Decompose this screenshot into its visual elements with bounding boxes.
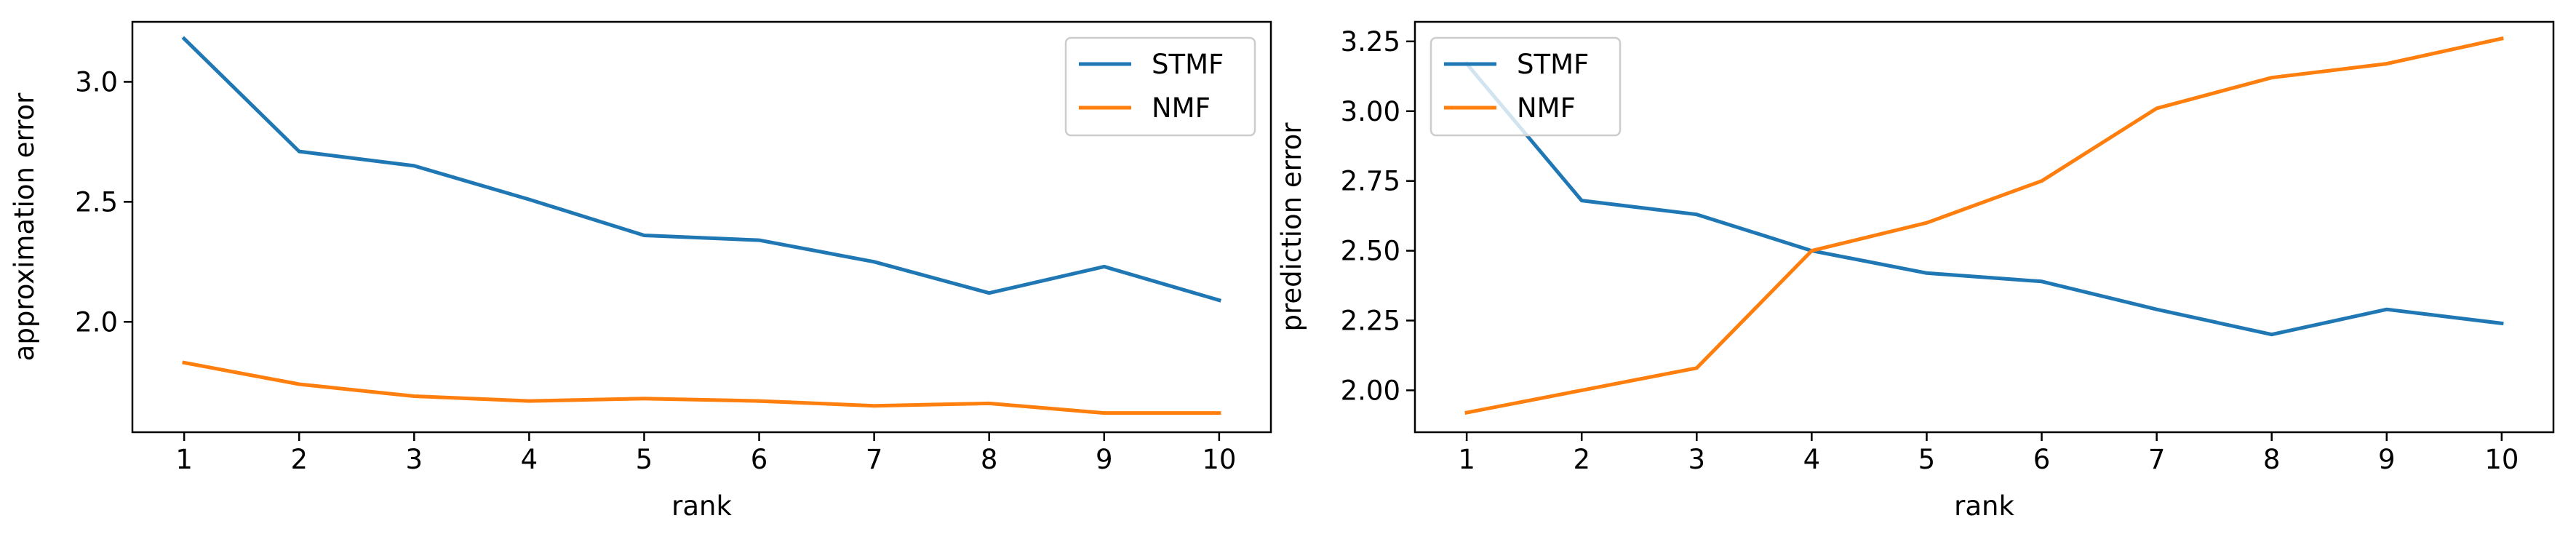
prediction-error-series-stmf-line bbox=[1464, 61, 2504, 337]
prediction-error-x-axis-label: rank bbox=[1954, 490, 2014, 522]
prediction-error-y-tick-label: 2.25 bbox=[1341, 306, 1400, 337]
prediction-error-series-group bbox=[1464, 36, 2504, 415]
prediction-error-axes-frame bbox=[1413, 20, 2555, 434]
prediction-error-y-tick-label: 2.00 bbox=[1341, 375, 1400, 406]
approximation-error-chart: 1 2 3 4 5 6 7 8 9 10 2.0 2.5 3.0 rank approximation er… bbox=[9, 20, 1272, 522]
approximation-error-x-tick-label: 6 bbox=[751, 444, 768, 475]
prediction-error-x-tick-label: 6 bbox=[2033, 444, 2051, 475]
prediction-error-x-tick-label: 4 bbox=[1803, 444, 1821, 475]
approximation-error-legend: STMF NMF bbox=[1064, 36, 1256, 137]
approximation-error-x-ticks: 1 2 3 4 5 6 7 8 9 10 bbox=[175, 432, 1236, 475]
approximation-error-y-ticks: 2.0 2.5 3.0 bbox=[75, 66, 132, 338]
prediction-error-legend-label-nmf: NMF bbox=[1517, 92, 1576, 124]
prediction-error-x-tick-label: 8 bbox=[2263, 444, 2281, 475]
prediction-error-y-tick-label: 3.00 bbox=[1341, 96, 1400, 127]
approximation-error-x-tick-label: 5 bbox=[636, 444, 653, 475]
approximation-error-axes-frame bbox=[131, 20, 1272, 434]
prediction-error-y-axis-label: prediction error bbox=[1276, 122, 1307, 332]
approximation-error-legend-label-stmf: STMF bbox=[1152, 49, 1224, 80]
approximation-error-y-tick-label: 2.0 bbox=[75, 306, 118, 338]
prediction-error-x-ticks: 1 2 3 4 5 6 7 8 9 10 bbox=[1458, 432, 2519, 475]
prediction-error-x-tick-label: 3 bbox=[1688, 444, 1706, 475]
prediction-error-legend-label-stmf: STMF bbox=[1517, 49, 1589, 80]
prediction-error-x-tick-label: 2 bbox=[1573, 444, 1590, 475]
prediction-error-y-tick-label: 2.75 bbox=[1341, 166, 1400, 197]
approximation-error-series-stmf-line bbox=[181, 36, 1222, 303]
prediction-error-y-tick-label: 3.25 bbox=[1341, 26, 1400, 57]
prediction-error-x-tick-label: 9 bbox=[2378, 444, 2396, 475]
approximation-error-x-axis-label: rank bbox=[671, 490, 732, 522]
approximation-error-x-tick-label: 2 bbox=[290, 444, 308, 475]
approximation-error-series-group bbox=[181, 36, 1222, 415]
prediction-error-series-nmf-line bbox=[1464, 36, 2504, 415]
prediction-error-x-tick-label: 10 bbox=[2484, 444, 2519, 475]
prediction-error-chart: 1 2 3 4 5 6 7 8 9 10 2.00 2.25 2.50 2.75 3.00 3.25 rank p… bbox=[1276, 20, 2555, 522]
approximation-error-x-tick-label: 4 bbox=[521, 444, 538, 475]
prediction-error-legend: STMF NMF bbox=[1429, 36, 1622, 137]
approximation-error-y-tick-label: 3.0 bbox=[75, 66, 118, 98]
approximation-error-series-nmf-line bbox=[182, 360, 1221, 415]
prediction-error-x-tick-label: 1 bbox=[1458, 444, 1475, 475]
approximation-error-x-tick-label: 8 bbox=[981, 444, 998, 475]
approximation-error-y-tick-label: 2.5 bbox=[75, 186, 118, 218]
prediction-error-x-tick-label: 5 bbox=[1918, 444, 1936, 475]
prediction-error-y-ticks: 2.00 2.25 2.50 2.75 3.00 3.25 bbox=[1341, 26, 1415, 406]
approximation-error-y-axis-label: approximation error bbox=[9, 92, 40, 361]
approximation-error-x-tick-label: 10 bbox=[1202, 444, 1236, 475]
approximation-error-x-tick-label: 1 bbox=[175, 444, 193, 475]
approximation-error-x-tick-label: 9 bbox=[1096, 444, 1113, 475]
prediction-error-x-tick-label: 7 bbox=[2148, 444, 2166, 475]
approximation-error-x-tick-label: 3 bbox=[406, 444, 423, 475]
prediction-error-y-tick-label: 2.50 bbox=[1341, 236, 1400, 267]
approximation-error-legend-label-nmf: NMF bbox=[1152, 92, 1211, 124]
approximation-error-x-tick-label: 7 bbox=[866, 444, 883, 475]
